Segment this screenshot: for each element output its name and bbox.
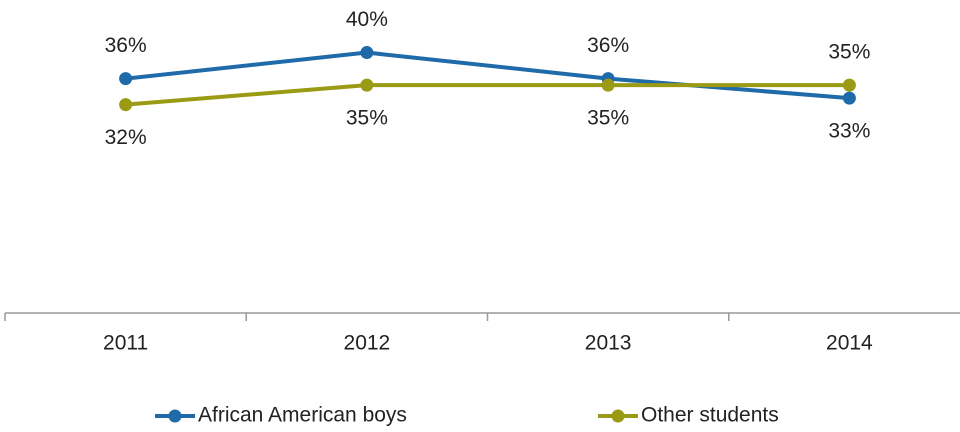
- point: [119, 98, 133, 112]
- x-tick-label: 2012: [344, 332, 391, 355]
- point: [842, 78, 856, 92]
- data-label: 35%: [828, 41, 870, 64]
- data-label: 35%: [346, 107, 388, 130]
- data-label: 32%: [105, 126, 147, 149]
- legend-label: Other students: [641, 404, 779, 427]
- data-label: 36%: [587, 34, 629, 57]
- x-tick-label: 2011: [103, 332, 148, 355]
- data-label: 35%: [587, 107, 629, 130]
- legend-marker: [168, 409, 182, 423]
- point: [119, 72, 133, 86]
- data-label: 36%: [105, 34, 147, 57]
- point: [360, 46, 374, 60]
- point: [601, 78, 615, 92]
- series-line: [125, 83, 850, 107]
- data-label: 40%: [346, 8, 388, 31]
- legend-label: African American boys: [198, 404, 407, 427]
- point: [360, 78, 374, 92]
- legend-marker: [611, 409, 625, 423]
- x-tick-label: 2014: [826, 332, 873, 355]
- point: [842, 91, 856, 105]
- data-label: 33%: [828, 120, 870, 143]
- series-line: [125, 50, 850, 101]
- x-tick-label: 2013: [585, 332, 632, 355]
